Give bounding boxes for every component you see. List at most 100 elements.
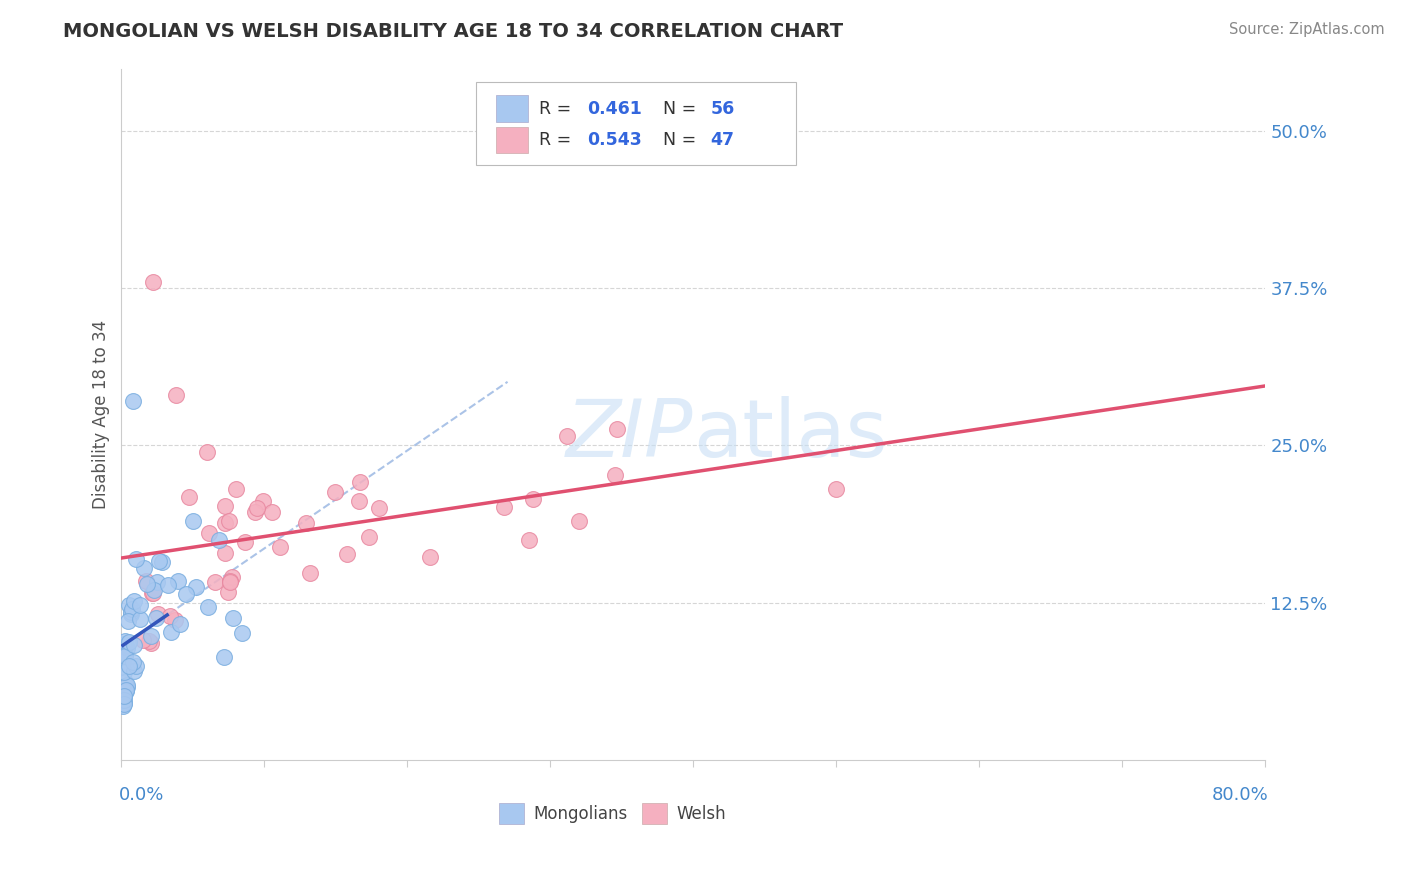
Point [112, 696, 135, 710]
Point [347, 493, 370, 508]
Point [174, 587, 197, 601]
Point [112, 699, 135, 714]
Bar [499, 803, 524, 824]
Text: 47: 47 [710, 131, 734, 149]
Point [179, 491, 201, 505]
Point [114, 634, 136, 648]
Point [135, 576, 157, 591]
Point [218, 585, 240, 599]
Point [122, 594, 145, 608]
Point [204, 574, 226, 589]
Text: atlas: atlas [693, 396, 887, 474]
Point [135, 574, 157, 589]
Point [555, 429, 578, 443]
Point [129, 598, 152, 612]
Point [212, 649, 235, 664]
Point [112, 692, 135, 706]
Point [134, 561, 156, 575]
Point [125, 658, 148, 673]
Text: N =: N = [662, 131, 702, 149]
Point [118, 659, 141, 673]
Point [139, 635, 162, 649]
Point [568, 514, 591, 528]
Text: R =: R = [538, 131, 576, 149]
Point [165, 388, 187, 402]
Text: 80.0%: 80.0% [1212, 786, 1270, 804]
Point [214, 499, 236, 513]
Point [122, 655, 145, 669]
Bar [643, 803, 668, 824]
Text: MONGOLIAN VS WELSH DISABILITY AGE 18 TO 34 CORRELATION CHART: MONGOLIAN VS WELSH DISABILITY AGE 18 TO … [63, 22, 844, 41]
Point [114, 675, 136, 690]
Point [141, 586, 163, 600]
Point [145, 611, 167, 625]
Point [295, 516, 318, 530]
Point [117, 614, 139, 628]
Point [112, 689, 135, 703]
Point [208, 533, 231, 547]
Point [141, 629, 163, 643]
Point [157, 577, 180, 591]
Point [114, 648, 136, 663]
Y-axis label: Disability Age 18 to 34: Disability Age 18 to 34 [93, 319, 110, 508]
Point [114, 639, 136, 653]
Text: Source: ZipAtlas.com: Source: ZipAtlas.com [1229, 22, 1385, 37]
Point [148, 554, 170, 568]
Text: ZIP: ZIP [567, 396, 693, 474]
Point [122, 638, 145, 652]
Point [298, 566, 321, 581]
Text: Mongolians: Mongolians [533, 805, 627, 822]
Point [246, 501, 269, 516]
Point [115, 680, 138, 694]
Point [222, 610, 245, 624]
Point [169, 616, 191, 631]
Point [418, 549, 440, 564]
Point [606, 422, 628, 436]
Point [197, 600, 219, 615]
Text: 56: 56 [710, 100, 735, 118]
Point [231, 626, 253, 640]
Point [145, 575, 167, 590]
Point [112, 665, 135, 679]
Point [122, 394, 145, 409]
Point [122, 664, 145, 678]
Text: 0.0%: 0.0% [120, 786, 165, 804]
FancyBboxPatch shape [477, 82, 796, 165]
Point [132, 633, 155, 648]
Text: 0.543: 0.543 [588, 131, 641, 149]
Point [112, 647, 135, 661]
Point [181, 514, 204, 528]
Point [221, 570, 243, 584]
Point [115, 678, 138, 692]
Point [167, 574, 190, 588]
Point [114, 637, 136, 651]
Point [142, 583, 165, 598]
Point [219, 574, 242, 589]
Point [186, 581, 208, 595]
Point [269, 541, 291, 555]
Point [115, 661, 138, 675]
Point [159, 624, 181, 639]
Point [120, 605, 142, 619]
Point [325, 484, 347, 499]
Text: Welsh: Welsh [676, 805, 725, 822]
Point [111, 645, 134, 659]
Point [121, 601, 143, 615]
Point [142, 275, 165, 289]
Point [336, 547, 359, 561]
Point [115, 682, 138, 697]
Point [517, 533, 540, 547]
Point [112, 697, 135, 711]
Point [115, 640, 138, 655]
Point [165, 613, 187, 627]
Point [359, 531, 381, 545]
Point [603, 468, 626, 483]
Point [214, 546, 236, 560]
Point [125, 551, 148, 566]
Text: N =: N = [662, 100, 702, 118]
Point [492, 500, 515, 515]
Point [214, 516, 236, 530]
Point [198, 525, 221, 540]
Point [118, 635, 141, 649]
Point [159, 609, 181, 624]
